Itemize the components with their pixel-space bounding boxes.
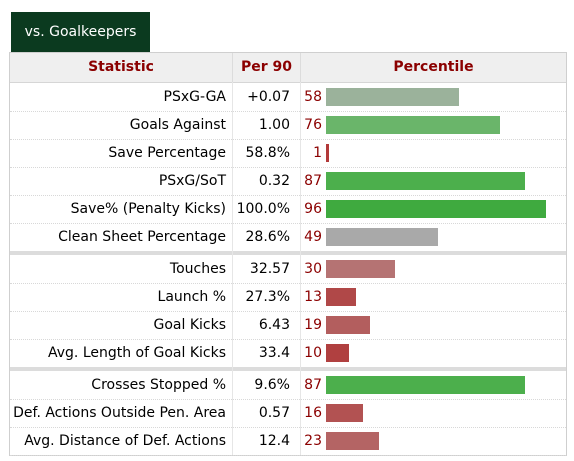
header-per90[interactable]: Per 90 [233,53,301,82]
stat-name: PSxG/SoT [158,173,226,189]
percentile-bar [326,432,379,450]
percentile-value: 76 [304,117,322,133]
stat-name: Goals Against [129,117,226,133]
percentile-bar [326,88,459,106]
per90-value: 0.32 [258,173,290,189]
table-row: Crosses Stopped % 9.6% 87 [10,371,566,400]
per90-value: 9.6% [254,377,290,393]
table-row: Def. Actions Outside Pen. Area 0.57 16 [10,399,566,428]
stat-name: Launch % [157,289,226,305]
stat-name: Goal Kicks [153,317,226,333]
percentile-value: 23 [304,433,322,449]
table-row: Save% (Penalty Kicks) 100.0% 96 [10,195,566,224]
table-row: Avg. Length of Goal Kicks 33.4 10 [10,339,566,368]
table-row: Touches 32.57 30 [10,255,566,284]
column-divider [232,82,233,455]
per90-value: 28.6% [245,229,290,245]
percentile-value: 16 [304,405,322,421]
group-separator [10,251,566,255]
percentile-bar [326,200,546,218]
per90-value: 32.57 [249,261,290,277]
percentile-value: 19 [304,317,322,333]
percentile-bar [326,260,395,278]
percentile-value: 87 [304,173,322,189]
stat-name: Touches [169,261,226,277]
percentile-bar [326,172,525,190]
tab-vs-goalkeepers[interactable]: vs. Goalkeepers [11,12,150,52]
per90-value: 12.4 [258,433,290,449]
percentile-bar [326,404,363,422]
percentile-value: 30 [304,261,322,277]
tab-label: vs. Goalkeepers [24,24,137,40]
per90-value: 1.00 [258,117,290,133]
stat-name: PSxG-GA [163,89,226,105]
percentile-value: 49 [304,229,322,245]
percentile-bar [326,288,356,306]
per90-value: +0.07 [247,89,290,105]
percentile-value: 87 [304,377,322,393]
percentile-bar [326,344,349,362]
group-separator [10,367,566,371]
stat-name: Save Percentage [108,145,226,161]
per90-value: 58.8% [245,145,290,161]
table-header: Statistic Per 90 Percentile [10,53,566,83]
table-row: Save Percentage 58.8% 1 [10,139,566,168]
table-row: Clean Sheet Percentage 28.6% 49 [10,223,566,252]
per90-value: 100.0% [236,201,290,217]
header-percentile[interactable]: Percentile [393,59,474,75]
percentile-value: 13 [304,289,322,305]
stat-name: Crosses Stopped % [91,377,226,393]
stat-name: Save% (Penalty Kicks) [70,201,226,217]
percentile-value: 96 [304,201,322,217]
percentile-bar [326,228,438,246]
table-row: Goals Against 1.00 76 [10,111,566,140]
table-row: Goal Kicks 6.43 19 [10,311,566,340]
percentile-value: 1 [313,145,322,161]
stat-name: Avg. Length of Goal Kicks [47,345,226,361]
table-row: PSxG-GA +0.07 58 [10,83,566,112]
per90-value: 6.43 [258,317,290,333]
stat-name: Def. Actions Outside Pen. Area [13,405,226,421]
percentile-value: 10 [304,345,322,361]
per90-value: 33.4 [258,345,290,361]
percentile-value: 58 [304,89,322,105]
percentile-bar [326,376,525,394]
column-divider [300,82,301,455]
stat-name: Avg. Distance of Def. Actions [24,433,226,449]
table-row: PSxG/SoT 0.32 87 [10,167,566,196]
stats-table: Statistic Per 90 Percentile PSxG-GA +0.07… [9,52,567,456]
table-row: Avg. Distance of Def. Actions 12.4 23 [10,427,566,456]
stat-name: Clean Sheet Percentage [58,229,226,245]
percentile-bar [326,144,329,162]
header-statistic[interactable]: Statistic [10,53,233,82]
percentile-bar [326,116,500,134]
per90-value: 0.57 [258,405,290,421]
table-row: Launch % 27.3% 13 [10,283,566,312]
per90-value: 27.3% [245,289,290,305]
percentile-bar [326,316,370,334]
